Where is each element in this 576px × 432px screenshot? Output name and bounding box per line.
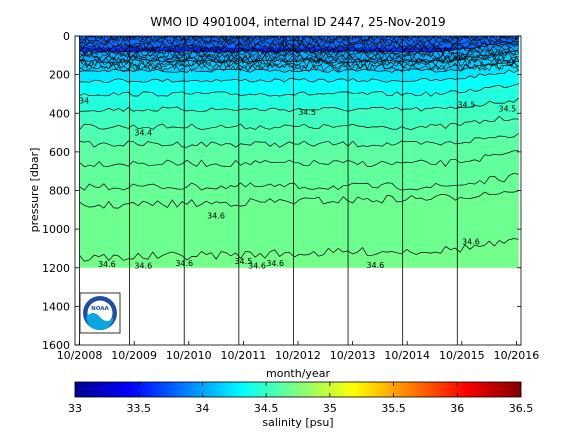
colorbar-label: salinity [psu] xyxy=(262,416,333,429)
colorbar-tick-label: 35.5 xyxy=(381,402,406,415)
colorbar-gradient xyxy=(74,381,522,398)
contour-line xyxy=(79,61,519,73)
contour-label: 34.6 xyxy=(207,212,225,221)
contour-label: 34.6 xyxy=(248,262,266,271)
x-tick-label: 10/2010 xyxy=(166,349,212,362)
colorbar-tick-label: 36 xyxy=(450,402,464,415)
x-tick-label: 10/2013 xyxy=(330,349,376,362)
x-axis-label: month/year xyxy=(266,367,330,380)
colorbar-tick-label: 34.5 xyxy=(254,402,279,415)
contour-line xyxy=(79,36,519,42)
y-tick-label: 400 xyxy=(49,107,70,120)
x-tick-label: 10/2011 xyxy=(221,349,267,362)
y-axis: 0 200 400 600 800 1000 1200 1400 1600 xyxy=(42,30,521,352)
contour-label: 34.5 xyxy=(298,108,316,117)
contour-line xyxy=(79,44,519,54)
vertical-lines xyxy=(79,36,458,345)
contour-label: 34.6 xyxy=(98,260,116,269)
x-tick-label: 10/2014 xyxy=(384,349,430,362)
noaa-logo-text: NOAA xyxy=(91,306,109,312)
contour-line xyxy=(79,40,519,53)
contour-line xyxy=(79,36,519,45)
contour-label: 34.6 xyxy=(175,259,193,268)
colorbar: 33 33.5 34 34.5 35 35.5 36 36.5 xyxy=(68,381,533,415)
contour-line xyxy=(79,53,519,63)
colorbar-tick-label: 34 xyxy=(195,402,209,415)
colorbar-tick-label: 33 xyxy=(68,402,82,415)
salinity-field xyxy=(79,36,519,268)
contour-line xyxy=(79,150,519,168)
contour-label: 34.4 xyxy=(134,128,152,137)
y-tick-label: 200 xyxy=(49,69,70,82)
x-tick-label: 10/2016 xyxy=(494,349,540,362)
y-tick-label: 1200 xyxy=(42,262,70,275)
contour-line xyxy=(79,115,519,130)
contour-label: 34.6 xyxy=(462,238,480,247)
contour-line xyxy=(79,133,519,148)
contour-line xyxy=(79,83,519,97)
contour-label: 34.5 xyxy=(498,104,516,113)
contour-label: 34 xyxy=(79,97,89,106)
contour-label: 34.5 xyxy=(234,257,252,266)
surface-layer xyxy=(79,36,519,48)
contour-line xyxy=(79,49,519,63)
contour-line xyxy=(79,97,519,113)
surface-contour-noise xyxy=(79,36,520,73)
contour-lines xyxy=(79,40,519,262)
contour-line xyxy=(79,60,519,70)
contour-line xyxy=(79,69,519,83)
y-tick-label: 600 xyxy=(49,146,70,159)
contour-line xyxy=(79,173,519,191)
colorbar-ticks: 33 33.5 34 34.5 35 35.5 36 36.5 xyxy=(68,382,533,415)
contour-label: 34.6 xyxy=(366,261,384,270)
contour-line xyxy=(79,56,519,65)
colorbar-tick-label: 33.5 xyxy=(126,402,151,415)
contour-line xyxy=(79,47,519,57)
y-tick-label: 1600 xyxy=(42,339,70,352)
x-tick-label: 10/2012 xyxy=(275,349,321,362)
contour-line xyxy=(79,63,519,73)
contour-label: 34.6 xyxy=(134,262,152,271)
x-tick-label: 10/2009 xyxy=(111,349,157,362)
y-tick-label: 800 xyxy=(49,185,70,198)
y-tick-label: 0 xyxy=(63,30,70,43)
x-axis: 10/2008 10/2009 10/2010 10/2011 10/2012 10/20… xyxy=(57,36,540,362)
y-tick-label: 1400 xyxy=(42,300,70,313)
contour-line xyxy=(79,238,519,262)
contour-line xyxy=(79,37,519,47)
colorbar-tick-label: 36.5 xyxy=(509,402,534,415)
y-tick-label: 1000 xyxy=(42,223,70,236)
contour-label: 34.6 xyxy=(266,259,284,268)
x-tick-label: 10/2008 xyxy=(57,349,103,362)
noaa-logo: NOAA xyxy=(79,292,121,334)
contour-line xyxy=(79,190,519,209)
chart-title: WMO ID 4901004, internal ID 2447, 25-Nov… xyxy=(150,15,445,29)
contour-label: 34.5 xyxy=(457,100,475,109)
y-axis-label: pressure [dbar] xyxy=(28,148,41,233)
colorbar-tick-label: 35 xyxy=(323,402,337,415)
x-tick-label: 10/2015 xyxy=(439,349,485,362)
contour-line xyxy=(79,49,519,59)
